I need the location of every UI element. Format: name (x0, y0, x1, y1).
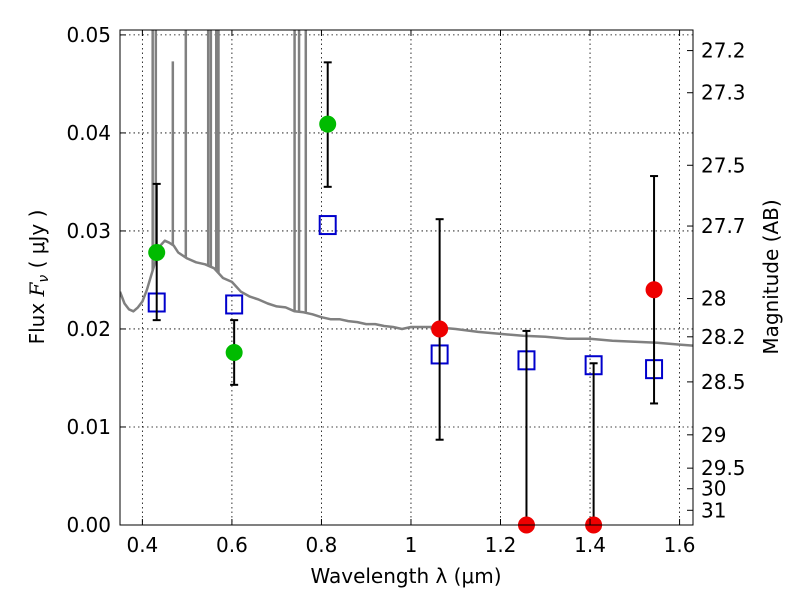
observed-point-marker (148, 244, 166, 262)
observed-point-marker (225, 343, 243, 361)
mag-tick-label: 28 (701, 287, 726, 311)
plot-background (120, 30, 693, 525)
y-axis-label-prefix: Flux (25, 296, 49, 344)
model-square-marker (318, 215, 337, 236)
y-tick-label: 0.00 (66, 513, 111, 537)
y-axis-label-sub: ν (36, 275, 52, 283)
plot-frame (119, 29, 694, 526)
y-tick-label: 0.03 (66, 219, 111, 243)
y-axis-label: Flux Fν ( μJy ) (25, 210, 52, 345)
model-square-marker (225, 294, 244, 315)
mag-tick-label: 29 (701, 423, 726, 447)
y2-axis-label: Magnitude (AB) (759, 199, 783, 354)
mag-tick-label: 27.3 (701, 81, 746, 105)
mag-tick-label: 31 (701, 498, 726, 522)
y-tick-label: 0.04 (66, 121, 111, 145)
mag-tick-label: 28.5 (701, 370, 746, 394)
mag-tick-label: 27.5 (701, 153, 746, 177)
y-axis-label-suffix: ( μJy ) (25, 210, 49, 275)
data-points (147, 61, 664, 534)
x-axis-label: Wavelength λ (μm) (310, 564, 501, 588)
y-tick-label: 0.01 (66, 415, 111, 439)
mag-tick-label: 30 (701, 477, 726, 501)
x-tick-label: 0.8 (306, 533, 338, 557)
x-tick-label: 0.4 (126, 533, 158, 557)
y-tick-label: 0.02 (66, 317, 111, 341)
x-tick-label: 1.4 (574, 533, 606, 557)
x-tick-label: 1.2 (485, 533, 517, 557)
y-axis-label-var: F (25, 281, 49, 297)
observed-point-marker (645, 281, 663, 299)
x-tick-label: 0.6 (216, 533, 248, 557)
axes: 0.4 0.6 0.8 1 1.2 1.4 1.6 0.00 0.01 0.02 0.03 0.04 0… (66, 23, 745, 557)
observed-point-marker (319, 115, 337, 133)
x-tick-label: 1.6 (664, 533, 696, 557)
mag-tick-label: 28.2 (701, 325, 746, 349)
observed-point-marker (431, 320, 449, 338)
mag-tick-label: 27.7 (701, 214, 746, 238)
x-tick-label: 1 (405, 533, 418, 557)
mag-tick-label: 29.5 (701, 456, 746, 480)
mag-tick-label: 27.2 (701, 39, 746, 63)
y-tick-label: 0.05 (66, 23, 111, 47)
